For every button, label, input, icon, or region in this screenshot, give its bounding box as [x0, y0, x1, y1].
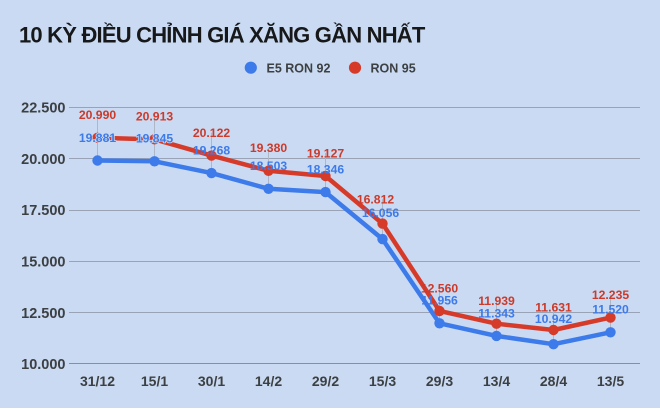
svg-text:20.990: 20.990 — [79, 108, 116, 122]
svg-text:12.235: 12.235 — [592, 288, 629, 302]
svg-text:11.939: 11.939 — [478, 294, 515, 308]
svg-text:12.500: 12.500 — [21, 306, 65, 322]
svg-text:29/2: 29/2 — [312, 373, 339, 389]
svg-text:19.881: 19.881 — [79, 131, 116, 145]
svg-text:10 KỲ ĐIỀU CHỈNH GIÁ XĂNG GẦN: 10 KỲ ĐIỀU CHỈNH GIÁ XĂNG GẦN NHẤT — [19, 23, 426, 48]
svg-text:RON 95: RON 95 — [371, 61, 416, 75]
svg-text:29/3: 29/3 — [426, 373, 453, 389]
svg-text:19.380: 19.380 — [250, 141, 287, 155]
svg-text:14/2: 14/2 — [255, 373, 282, 389]
svg-text:22.500: 22.500 — [21, 101, 65, 117]
svg-text:15/3: 15/3 — [369, 373, 396, 389]
svg-text:15.000: 15.000 — [21, 255, 65, 271]
svg-text:19.268: 19.268 — [193, 144, 230, 158]
svg-text:12.560: 12.560 — [421, 281, 458, 295]
svg-text:18.503: 18.503 — [250, 159, 287, 173]
svg-text:11.956: 11.956 — [421, 294, 458, 308]
svg-text:10.000: 10.000 — [21, 357, 65, 373]
svg-text:18.346: 18.346 — [307, 163, 344, 177]
svg-text:13/5: 13/5 — [597, 373, 624, 389]
svg-text:31/12: 31/12 — [80, 373, 115, 389]
svg-text:28/4: 28/4 — [540, 373, 567, 389]
svg-text:13/4: 13/4 — [483, 373, 510, 389]
svg-text:11.631: 11.631 — [535, 300, 572, 314]
svg-text:15/1: 15/1 — [141, 373, 168, 389]
svg-text:20.122: 20.122 — [193, 126, 230, 140]
svg-text:16.812: 16.812 — [357, 193, 394, 207]
svg-text:17.500: 17.500 — [21, 203, 65, 219]
svg-text:11.343: 11.343 — [478, 306, 515, 320]
svg-text:E5 RON 92: E5 RON 92 — [267, 61, 331, 75]
svg-text:20.000: 20.000 — [21, 152, 65, 168]
svg-text:19.127: 19.127 — [307, 146, 344, 160]
svg-text:10.942: 10.942 — [535, 312, 572, 326]
svg-text:19.845: 19.845 — [136, 132, 173, 146]
svg-text:16.056: 16.056 — [362, 206, 399, 220]
svg-text:20.913: 20.913 — [136, 110, 173, 124]
svg-text:30/1: 30/1 — [198, 373, 225, 389]
svg-text:11.520: 11.520 — [592, 303, 629, 317]
